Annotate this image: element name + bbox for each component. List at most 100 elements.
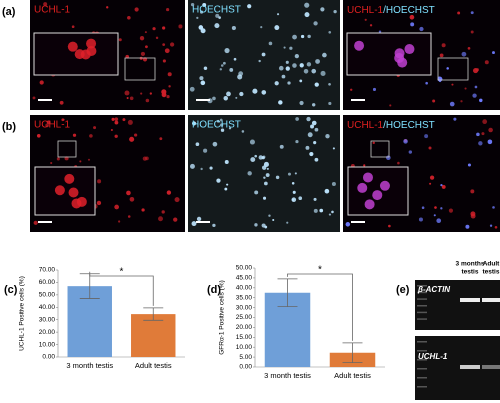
y-tick-label: 5.00 xyxy=(239,354,252,361)
cell xyxy=(434,206,437,209)
cell xyxy=(159,137,163,141)
cell xyxy=(328,101,332,106)
cell xyxy=(478,141,483,146)
cell xyxy=(144,31,147,34)
y-tick-label: 0.00 xyxy=(42,354,55,361)
cell xyxy=(200,80,206,86)
cell xyxy=(492,51,495,55)
cell xyxy=(155,36,159,40)
cell xyxy=(125,54,130,59)
cell xyxy=(212,96,216,101)
cell xyxy=(279,144,284,149)
cell xyxy=(311,120,317,126)
cell xyxy=(220,64,224,67)
cell xyxy=(482,119,488,125)
cell xyxy=(418,217,423,222)
cell xyxy=(440,207,443,210)
panel-label: (b) xyxy=(2,121,16,133)
zoom-box xyxy=(57,140,77,158)
cell xyxy=(285,66,290,71)
x-tick-label: Adult testis xyxy=(334,371,371,380)
cell xyxy=(145,156,149,161)
cell xyxy=(278,65,284,71)
cell xyxy=(285,60,289,64)
y-tick-label: 10.00 xyxy=(39,341,56,348)
cell xyxy=(168,85,171,88)
cell xyxy=(203,66,208,70)
cell xyxy=(209,166,213,170)
y-axis-label: GFRα-1 Positive cells (%) xyxy=(219,280,226,355)
significance-mark: * xyxy=(318,265,322,276)
cell xyxy=(328,213,332,216)
cell xyxy=(278,100,283,105)
cell xyxy=(328,82,331,86)
panel-label: (d) xyxy=(207,284,221,296)
cell xyxy=(166,8,170,12)
cell xyxy=(127,215,131,218)
cell xyxy=(474,85,478,89)
cell xyxy=(295,139,299,144)
cell xyxy=(397,161,400,165)
cell xyxy=(166,95,170,99)
cell xyxy=(216,178,221,183)
cell xyxy=(56,157,60,161)
cell xyxy=(299,79,303,83)
y-tick-label: 60.00 xyxy=(39,279,56,286)
inset xyxy=(34,140,96,216)
cell xyxy=(263,176,266,179)
cell xyxy=(481,132,485,136)
cell xyxy=(286,221,289,224)
cell xyxy=(33,220,38,225)
cell xyxy=(464,87,467,90)
cell xyxy=(203,148,208,153)
cell xyxy=(161,210,165,214)
ladder-band xyxy=(417,368,427,370)
cell xyxy=(162,43,166,47)
cell xyxy=(315,59,320,64)
x-tick-label: 3 month testis xyxy=(66,361,113,370)
cell xyxy=(224,187,228,191)
cell xyxy=(118,220,121,223)
zoom-box xyxy=(124,57,156,81)
inset-cell xyxy=(71,198,82,209)
inset-cell xyxy=(357,182,368,193)
cell xyxy=(479,98,483,103)
cell xyxy=(72,133,77,137)
gene-label: β-ACTIN xyxy=(417,285,450,294)
gel-band xyxy=(482,365,500,369)
channel-title: HOECHST xyxy=(192,5,241,16)
cell xyxy=(476,132,480,137)
cell xyxy=(226,183,229,186)
cell xyxy=(43,2,48,7)
cell xyxy=(196,216,202,222)
cell xyxy=(331,210,334,214)
cell xyxy=(465,224,470,229)
cell xyxy=(140,51,146,57)
cell xyxy=(229,68,234,72)
cell xyxy=(314,127,319,132)
cell xyxy=(294,172,297,175)
inset-cell xyxy=(86,38,97,49)
cell xyxy=(93,126,97,130)
inset-cell xyxy=(404,44,415,55)
y-tick-label: 70.00 xyxy=(39,267,56,274)
y-tick-label: 25.00 xyxy=(236,314,253,321)
cell xyxy=(268,214,271,217)
y-tick-label: 50.00 xyxy=(236,265,253,272)
cell xyxy=(106,6,109,9)
cell xyxy=(448,208,454,213)
y-tick-label: 10.00 xyxy=(236,344,253,351)
cell xyxy=(167,72,172,77)
cell xyxy=(494,226,498,229)
gene-label: UCHL-1 xyxy=(418,352,448,361)
cell xyxy=(306,116,311,122)
cell xyxy=(111,117,115,121)
channel-title: UCHL-1 xyxy=(34,5,71,16)
cell xyxy=(449,101,455,107)
inset-box xyxy=(34,166,96,216)
cell xyxy=(266,167,269,170)
cell xyxy=(345,222,351,227)
cell xyxy=(114,134,118,138)
cell xyxy=(233,57,237,61)
inset-cell xyxy=(74,49,85,60)
